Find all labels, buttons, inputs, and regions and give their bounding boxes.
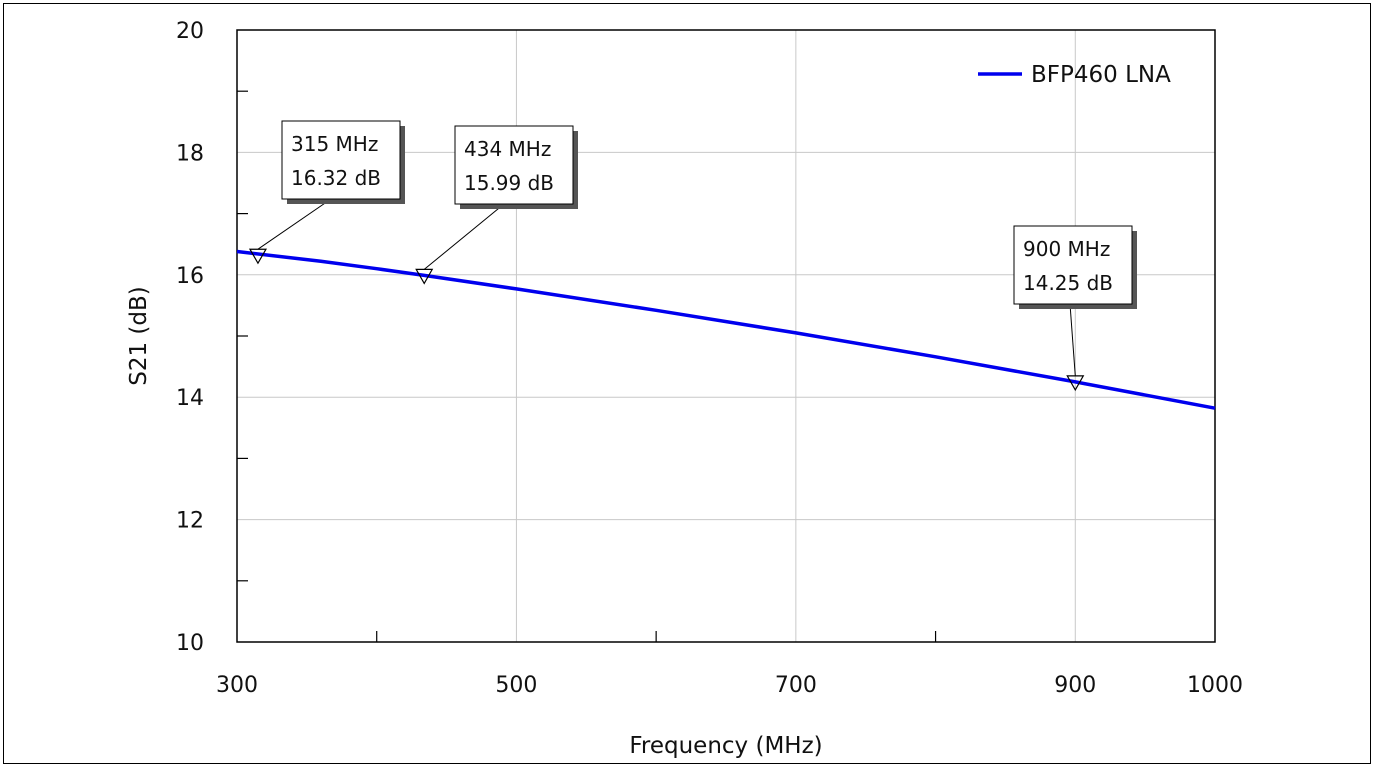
axis-ticks: 300 500 700 900 1000 10 12 14 16 18 20 <box>176 19 1243 698</box>
y-tick-label-12: 12 <box>176 509 204 534</box>
marker-triangle-900 <box>1066 375 1085 392</box>
y-tick-label-18: 18 <box>176 141 204 166</box>
annotation-box-900 <box>1013 225 1133 305</box>
marker-leader-434 <box>423 203 505 270</box>
x-tick-label-300: 300 <box>216 673 258 698</box>
y-axis-title: S21 (dB) <box>126 286 152 386</box>
legend: BFP460 LNA <box>978 62 1171 88</box>
legend-label-bfp460-lna: BFP460 LNA <box>1031 62 1171 88</box>
annotation-gain-900: 14.25 dB <box>1023 271 1113 295</box>
annotation-box-434 <box>454 125 574 205</box>
grid-layer <box>237 30 1215 642</box>
x-axis-title: Frequency (MHz) <box>629 733 822 759</box>
series-line-bfp460-lna <box>236 249 1216 410</box>
x-tick-label-1000: 1000 <box>1187 673 1243 698</box>
chart-frame <box>3 3 1371 764</box>
y-tick-label-10: 10 <box>176 631 204 656</box>
x-tick-label-900: 900 <box>1054 673 1096 698</box>
x-tick-label-700: 700 <box>775 673 817 698</box>
marker-triangle-434 <box>415 268 434 285</box>
annotation-frequency-434: 434 MHz <box>464 137 551 161</box>
annotation-box-315 <box>281 120 401 200</box>
annotation-gain-434: 15.99 dB <box>464 171 554 195</box>
annotation-frequency-315: 315 MHz <box>291 132 378 156</box>
y-tick-label-20: 20 <box>176 19 204 44</box>
marker-leader-900 <box>1069 303 1076 376</box>
marker-leader-315 <box>257 198 332 250</box>
x-tick-label-500: 500 <box>495 673 537 698</box>
annotations-layer: 315 MHz 16.32 dB 434 MHz 15.99 dB 900 MHz 14.… <box>248 120 1137 392</box>
y-tick-label-14: 14 <box>176 386 204 411</box>
annotation-gain-315: 16.32 dB <box>291 166 381 190</box>
annotation-frequency-900: 900 MHz <box>1023 237 1110 261</box>
marker-triangle-315 <box>248 248 267 265</box>
series-layer <box>236 249 1216 410</box>
y-tick-label-16: 16 <box>176 264 204 289</box>
